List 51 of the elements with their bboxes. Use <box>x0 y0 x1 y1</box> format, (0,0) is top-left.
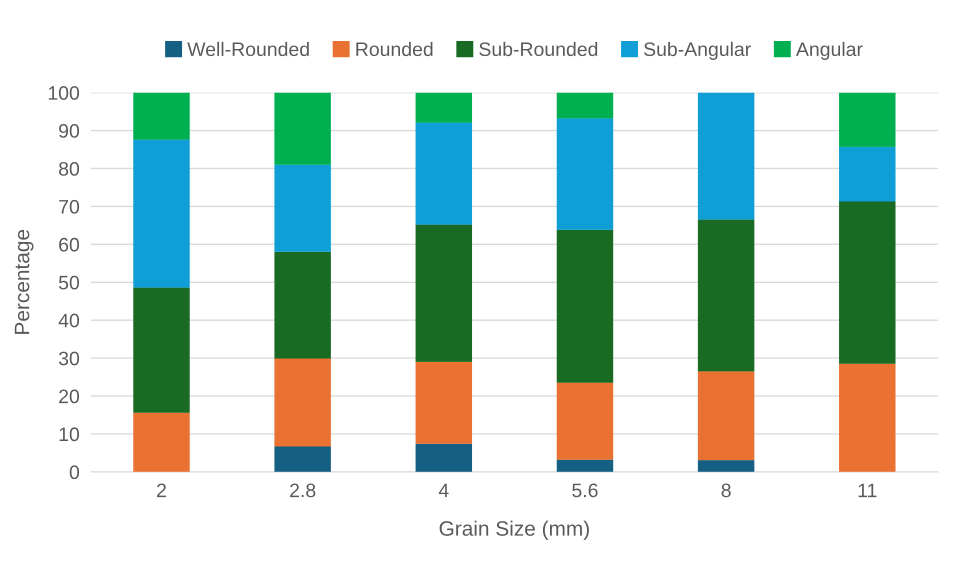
bar <box>698 92 754 220</box>
y-tick-label: 10 <box>60 427 80 442</box>
bar <box>416 92 472 123</box>
bar <box>839 146 896 202</box>
bar <box>556 92 614 118</box>
bar <box>416 362 472 444</box>
x-tick-label: 5.6 <box>572 484 598 498</box>
bar <box>133 140 190 288</box>
bar <box>556 230 614 383</box>
bar <box>839 364 896 472</box>
bar <box>416 444 472 472</box>
bar <box>274 164 331 252</box>
bar <box>839 92 896 147</box>
x-tick-label: 2 <box>157 484 166 498</box>
bar <box>556 460 614 472</box>
x-tick-label: 11 <box>858 484 876 498</box>
legend-label: Sub-Rounded <box>479 42 598 56</box>
x-tick-label: 2.8 <box>290 484 316 498</box>
bar <box>133 412 190 472</box>
bar <box>133 288 190 413</box>
y-tick-label: 30 <box>58 352 80 366</box>
legend-label: Rounded <box>356 42 432 56</box>
x-axis-title: Grain Size (mm) <box>440 520 589 540</box>
bar <box>698 460 754 472</box>
y-tick-label: 20 <box>59 390 80 404</box>
legend-label: Angular <box>796 42 863 60</box>
bar <box>698 220 754 372</box>
y-tick-label: 80 <box>59 162 80 176</box>
bar <box>698 371 754 460</box>
y-tick-label: 70 <box>59 200 80 214</box>
bar <box>133 92 190 140</box>
y-tick-label: 40 <box>58 314 80 328</box>
bar <box>416 224 472 362</box>
legend-label: Sub-Angular <box>644 42 751 60</box>
bar <box>274 92 331 165</box>
y-tick-label: 60 <box>59 238 80 252</box>
bar <box>839 201 896 364</box>
y-axis-title: Percentage <box>14 230 34 334</box>
y-tick-label: 100 <box>48 86 80 100</box>
legend-label: Well-Rounded <box>187 42 309 56</box>
bar <box>556 382 614 460</box>
y-tick-label: 50 <box>58 276 80 290</box>
bar <box>274 446 331 472</box>
bar <box>416 122 472 225</box>
y-tick-label: 90 <box>59 124 80 138</box>
x-tick-label: 8 <box>722 484 731 498</box>
y-tick-label: 0 <box>70 465 80 480</box>
bar <box>274 358 331 446</box>
bar <box>274 252 331 358</box>
x-tick-label: 4 <box>438 484 449 498</box>
bar <box>556 118 614 230</box>
